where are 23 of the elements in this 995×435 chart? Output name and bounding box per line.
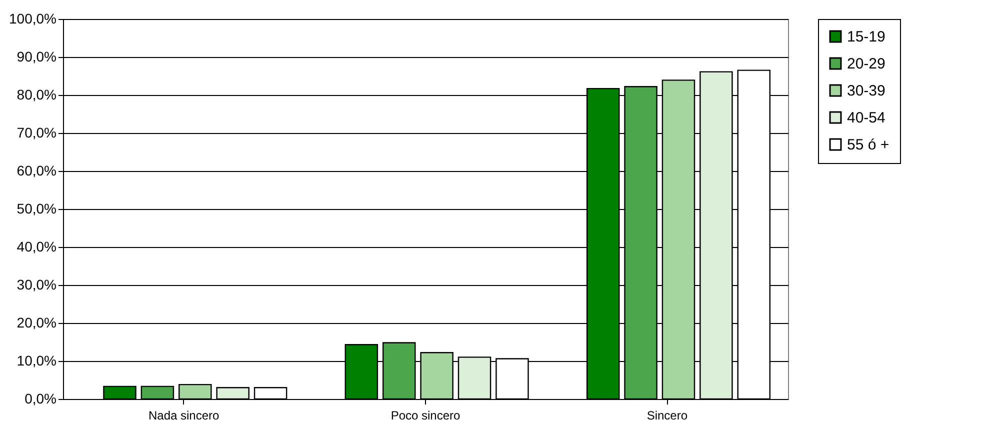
y-tick-label: 70,0% (16, 124, 56, 140)
y-tick-label: 30,0% (16, 276, 56, 292)
bar (103, 386, 136, 400)
y-tick-label: 90,0% (16, 48, 56, 64)
legend-label: 55 ó + (847, 136, 890, 154)
legend-label: 15-19 (847, 28, 886, 46)
y-tick-label: 10,0% (16, 352, 56, 368)
bar (216, 387, 250, 400)
x-tick-label: Nada sincero (148, 408, 220, 422)
legend-label: 40-54 (847, 110, 886, 126)
y-tick-label: 20,0% (16, 314, 56, 330)
legend-label: 20-29 (847, 56, 886, 72)
y-tick-label: 0,0% (24, 390, 56, 406)
y-tick-label: 50,0% (16, 200, 56, 216)
bar (254, 387, 288, 400)
legend-label: 30-39 (847, 82, 886, 100)
y-tick-label: 100,0% (9, 10, 56, 26)
bar (140, 386, 174, 400)
y-tick-label: 60,0% (16, 162, 56, 178)
y-tick-label: 40,0% (16, 238, 56, 254)
x-tick-label: Poco sincero (390, 408, 461, 422)
x-tick-label: Sincero (646, 408, 688, 422)
y-tick-label: 80,0% (16, 86, 56, 102)
